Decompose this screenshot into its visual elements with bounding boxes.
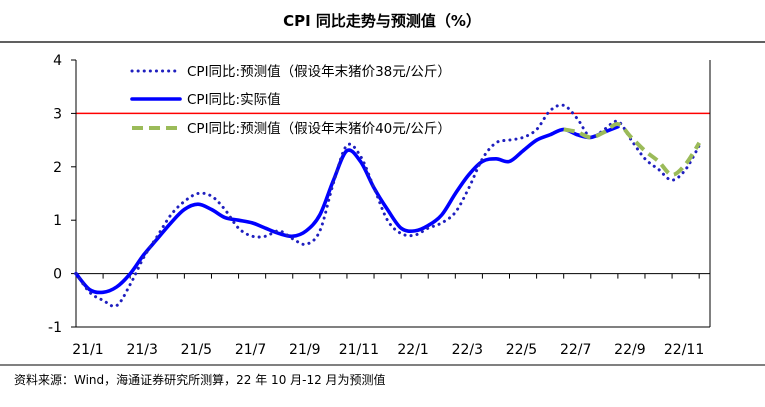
x-tick-label: 21/11 <box>339 342 379 358</box>
series-line-actual <box>74 124 620 295</box>
legend-label: CPI同比:预测值（假设年末猪价38元/公斤） <box>187 64 451 80</box>
legend-label: CPI同比:实际值 <box>187 92 281 108</box>
y-tick-label: 0 <box>53 267 62 283</box>
y-tick-label: 2 <box>53 160 62 176</box>
x-tick-label: 22/5 <box>506 342 537 358</box>
x-tick-label: 22/11 <box>664 342 704 358</box>
y-tick-label: 1 <box>53 213 62 229</box>
x-tick-label: 21/5 <box>181 342 212 358</box>
x-tick-label: 21/1 <box>72 342 103 358</box>
legend-label: CPI同比:预测值（假设年末猪价40元/公斤） <box>187 121 451 137</box>
y-tick-label: 3 <box>53 106 62 122</box>
series-line-forecast-40 <box>563 122 701 177</box>
x-tick-label: 21/3 <box>126 342 157 358</box>
y-tick-label: 4 <box>53 53 62 69</box>
x-tick-label: 22/9 <box>614 342 645 358</box>
source-note: 资料来源：Wind，海通证券研究所测算，22 年 10 月-12 月为预测值 <box>14 372 386 387</box>
x-tick-label: 21/9 <box>289 342 320 358</box>
x-tick-label: 22/3 <box>452 342 483 358</box>
y-tick-label: -1 <box>48 320 62 336</box>
x-tick-label: 21/7 <box>235 342 266 358</box>
series-line-forecast-38 <box>74 103 701 308</box>
x-tick-label: 22/1 <box>397 342 428 358</box>
chart-title: CPI 同比走势与预测值（%） <box>283 12 481 30</box>
x-tick-label: 22/7 <box>560 342 591 358</box>
